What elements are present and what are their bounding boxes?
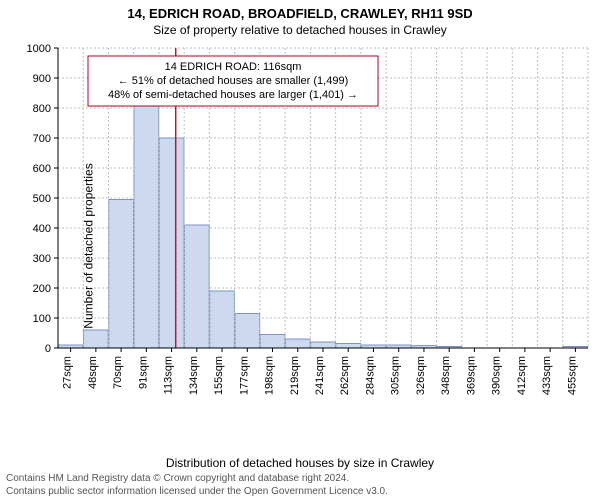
histogram-bar [336, 344, 361, 349]
histogram-bar [311, 342, 336, 348]
svg-text:600: 600 [33, 163, 51, 175]
svg-text:241sqm: 241sqm [314, 356, 326, 395]
annotation-line: ← 51% of detached houses are smaller (1,… [118, 75, 349, 87]
svg-text:262sqm: 262sqm [339, 356, 351, 395]
histogram-bar [184, 225, 209, 348]
svg-text:198sqm: 198sqm [264, 356, 276, 395]
histogram-bar [285, 339, 310, 348]
svg-text:219sqm: 219sqm [289, 356, 301, 395]
histogram-bar [260, 335, 285, 349]
svg-text:91sqm: 91sqm [137, 356, 149, 389]
svg-text:433sqm: 433sqm [541, 356, 553, 395]
chart-title-main: 14, EDRICH ROAD, BROADFIELD, CRAWLEY, RH… [0, 0, 600, 21]
y-axis-label: Number of detached properties [82, 163, 96, 328]
footer-line-1: Contains HM Land Registry data © Crown c… [6, 473, 594, 486]
svg-text:70sqm: 70sqm [112, 356, 124, 389]
chart-title-sub: Size of property relative to detached ho… [0, 21, 600, 37]
annotation-line: 14 EDRICH ROAD: 116sqm [165, 61, 302, 73]
svg-text:348sqm: 348sqm [440, 356, 452, 395]
svg-text:113sqm: 113sqm [163, 356, 175, 394]
annotation-line: 48% of semi-detached houses are larger (… [108, 89, 358, 101]
attribution-footer: Contains HM Land Registry data © Crown c… [6, 473, 594, 498]
svg-text:300: 300 [33, 253, 51, 265]
histogram-bar [109, 200, 134, 349]
svg-text:305sqm: 305sqm [390, 356, 402, 395]
svg-text:800: 800 [33, 103, 51, 115]
svg-text:177sqm: 177sqm [238, 356, 250, 395]
svg-text:200: 200 [33, 283, 51, 295]
svg-text:369sqm: 369sqm [465, 356, 477, 395]
svg-text:0: 0 [45, 343, 51, 355]
chart-area: Number of detached properties 0 100 200 300… [0, 40, 600, 452]
histogram-bar [210, 291, 235, 348]
svg-text:100: 100 [33, 313, 51, 325]
svg-text:155sqm: 155sqm [213, 356, 225, 395]
svg-text:455sqm: 455sqm [566, 356, 578, 395]
svg-text:326sqm: 326sqm [415, 356, 427, 395]
svg-text:400: 400 [33, 223, 51, 235]
svg-text:700: 700 [33, 133, 51, 145]
histogram-bar [235, 314, 260, 349]
histogram-bar [159, 138, 184, 348]
footer-line-2: Contains public sector information licen… [6, 486, 594, 499]
x-axis-label: Distribution of detached houses by size … [0, 456, 600, 470]
svg-text:27sqm: 27sqm [62, 356, 74, 389]
svg-text:1000: 1000 [27, 43, 51, 55]
histogram-bar [134, 105, 159, 348]
histogram-bar [83, 330, 108, 348]
svg-text:390sqm: 390sqm [491, 356, 503, 395]
svg-text:900: 900 [33, 73, 51, 85]
svg-text:48sqm: 48sqm [87, 356, 99, 389]
svg-text:412sqm: 412sqm [516, 356, 528, 395]
svg-text:134sqm: 134sqm [188, 356, 200, 395]
svg-text:500: 500 [33, 193, 51, 205]
svg-text:284sqm: 284sqm [364, 356, 376, 395]
